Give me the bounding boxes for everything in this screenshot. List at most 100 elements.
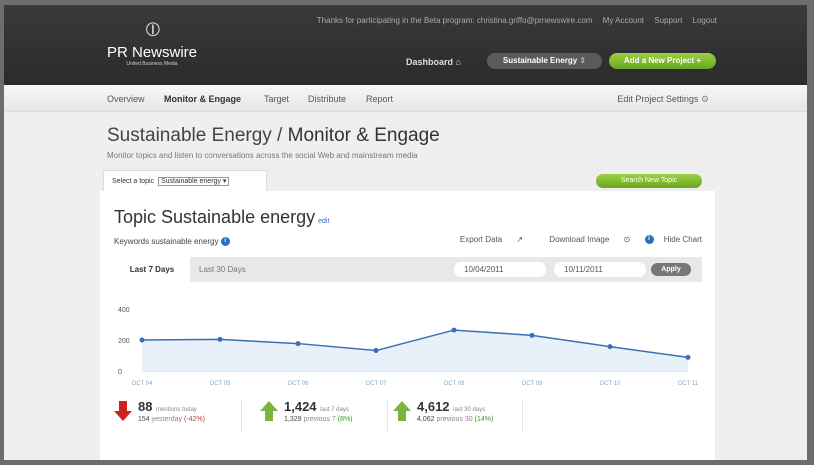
stat-prev-value: 154	[138, 416, 150, 423]
x-tick-label: OCT 11	[678, 381, 699, 387]
stat-prev-label: previous 30	[436, 416, 473, 423]
nav-report[interactable]: Report	[366, 94, 394, 104]
data-point	[373, 348, 379, 354]
topic-selector: Select a topic Sustainable energy ▾	[103, 170, 267, 191]
brand-name: PR Newswire	[106, 44, 197, 61]
stat-change: (8%)	[337, 416, 353, 423]
nav-distribute[interactable]: Distribute	[308, 94, 347, 104]
stat-change: (-42%)	[183, 416, 205, 423]
logout-link[interactable]: Logout	[692, 16, 717, 25]
stat-label: last 7 days	[320, 407, 349, 413]
download-icon: ⊙	[623, 235, 631, 244]
info-icon[interactable]: i	[644, 235, 654, 245]
page-title: Sustainable Energy / Monitor & Engage	[107, 125, 440, 147]
nav-target[interactable]: Target	[264, 94, 290, 104]
gear-icon: ⚙	[700, 94, 709, 104]
add-project-button[interactable]: Add a New Project +	[609, 53, 716, 69]
data-point	[295, 341, 301, 347]
data-point	[685, 354, 691, 360]
download-image-link[interactable]: Download Image ⊙	[537, 235, 630, 244]
app-window: ⦶ PR Newswire United Business Media Than…	[4, 5, 807, 460]
tab-last-30-days[interactable]: Last 30 Days	[199, 265, 246, 274]
keywords: Keywords sustainable energy i	[114, 237, 230, 247]
stat-today: 88 mentions today 154 yesterday (-42%)	[114, 399, 242, 433]
nav-monitor-engage[interactable]: Monitor & Engage	[164, 94, 241, 104]
logo-icon: ⦶	[145, 19, 161, 41]
tab-last-7-days[interactable]: Last 7 Days	[114, 257, 190, 282]
dropdown-icon: ▾	[222, 178, 227, 185]
search-new-topic-button[interactable]: Search New Topic	[596, 174, 702, 188]
stat-label: mentions today	[156, 407, 197, 413]
stat-value: 88	[138, 399, 153, 414]
info-icon[interactable]: i	[220, 237, 230, 247]
topic-panel: Select a topic Sustainable energy ▾ Sear…	[100, 167, 715, 460]
topic-select-value: Sustainable energy	[160, 178, 221, 185]
area-fill	[142, 330, 688, 371]
nav-overview[interactable]: Overview	[107, 94, 145, 104]
x-tick-label: OCT 09	[522, 381, 544, 387]
hide-chart-link[interactable]: Hide Chart	[663, 235, 702, 244]
chart-actions: Export Data ↗ Download Image ⊙ i Hide Ch…	[436, 235, 702, 245]
from-date-input[interactable]: 10/04/2011	[454, 262, 546, 277]
title-project: Sustainable Energy /	[107, 125, 288, 146]
page-subtitle: Monitor topics and listen to conversatio…	[107, 151, 418, 160]
stats-row: 88 mentions today 154 yesterday (-42%) 1…	[114, 399, 714, 435]
stat-30-days: 4,612 last 30 days 4,062 previous 30 (14…	[393, 399, 523, 433]
project-label: Sustainable Energy	[502, 56, 578, 65]
arrow-up-icon	[393, 401, 411, 421]
stat-prev-label: previous 7	[303, 416, 336, 423]
export-label: Export Data	[459, 235, 503, 244]
stat-label: last 30 days	[453, 407, 486, 413]
apply-button[interactable]: Apply	[651, 263, 691, 276]
logo[interactable]: ⦶ PR Newswire United Business Media	[102, 19, 202, 67]
topic-select[interactable]: Sustainable energy ▾	[157, 177, 230, 186]
arrow-down-icon	[114, 401, 132, 421]
date-range-bar: Last 7 Days Last 30 Days 10/04/2011 10/1…	[114, 257, 702, 282]
x-tick-label: OCT 08	[444, 381, 466, 387]
to-date-input[interactable]: 10/11/2011	[554, 262, 646, 277]
header: ⦶ PR Newswire United Business Media Than…	[4, 5, 807, 85]
dashboard-link[interactable]: Dashboard ⌂	[406, 57, 461, 67]
x-tick-label: OCT 07	[366, 381, 388, 387]
topic-bar: Select a topic Sustainable energy ▾ Sear…	[100, 167, 715, 191]
download-label: Download Image	[549, 235, 610, 244]
stat-prev-value: 4,062	[417, 416, 435, 423]
top-links: Thanks for participating in the Beta pro…	[309, 16, 717, 25]
stat-7-days: 1,424 last 7 days 1,329 previous 7 (8%)	[260, 399, 388, 433]
data-point	[607, 344, 613, 350]
series-line	[141, 329, 689, 359]
data-point	[139, 337, 145, 343]
stat-prev-label: yesterday	[151, 416, 182, 423]
x-tick-label: OCT 04	[132, 381, 154, 387]
data-point	[529, 332, 535, 338]
keywords-text: Keywords sustainable energy	[114, 237, 219, 246]
stat-change: (14%)	[474, 416, 494, 423]
export-data-link[interactable]: Export Data ↗	[448, 235, 523, 244]
edit-link[interactable]: edit	[318, 218, 330, 225]
arrow-up-icon	[260, 401, 278, 421]
topic-title-text: Topic Sustainable energy	[114, 207, 316, 227]
beta-text: Thanks for participating in the Beta pro…	[316, 16, 593, 25]
project-select[interactable]: Sustainable Energy ⇕	[487, 53, 602, 69]
x-tick-label: OCT 10	[600, 381, 622, 387]
select-label: Select a topic	[112, 178, 155, 185]
updown-icon: ⇕	[579, 56, 587, 65]
stat-value: 4,612	[417, 399, 450, 414]
home-icon: ⌂	[455, 57, 461, 67]
project-nav: Overview Monitor & Engage Target Distrib…	[4, 85, 807, 112]
y-tick-label: 200	[118, 338, 130, 345]
title-section: Monitor & Engage	[287, 125, 440, 146]
edit-settings-link[interactable]: Edit Project Settings ⚙	[617, 94, 709, 105]
settings-label: Edit Project Settings	[617, 94, 699, 104]
export-icon: ↗	[516, 235, 524, 244]
support-link[interactable]: Support	[654, 16, 683, 25]
brand-sub: United Business Media	[126, 61, 178, 67]
data-point	[451, 327, 457, 333]
dashboard-label: Dashboard	[406, 57, 454, 67]
x-tick-label: OCT 06	[288, 381, 310, 387]
stat-prev-value: 1,329	[284, 416, 302, 423]
my-account-link[interactable]: My Account	[602, 16, 645, 25]
y-tick-label: 0	[118, 369, 122, 376]
topic-title: Topic Sustainable energy edit	[114, 207, 329, 228]
y-tick-label: 400	[118, 307, 130, 314]
